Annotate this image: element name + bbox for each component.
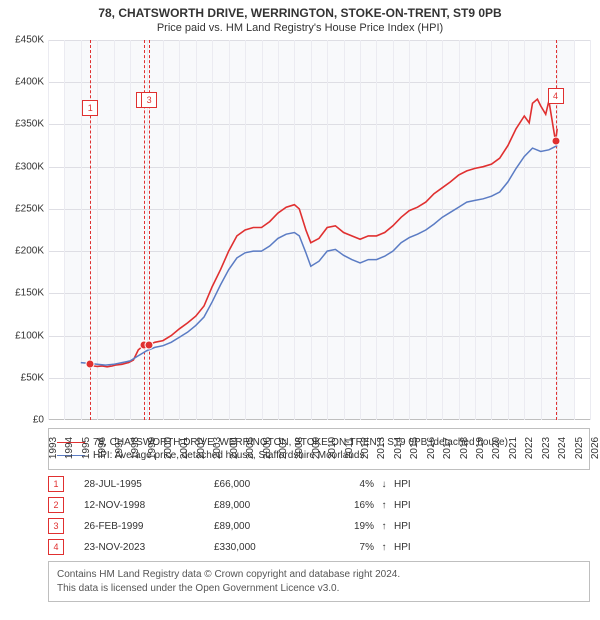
x-tick-label: 1994 (64, 437, 75, 459)
x-tick-label: 2026 (590, 437, 600, 459)
event-number-box: 1 (48, 476, 64, 492)
y-tick-label: £150K (15, 288, 44, 299)
x-tick-label: 2000 (163, 437, 174, 459)
x-tick-label: 2006 (262, 437, 273, 459)
price-marker (145, 340, 154, 349)
event-date: 28-JUL-1995 (84, 479, 214, 490)
event-direction-icon: ↑ (374, 542, 394, 553)
event-direction-icon: ↑ (374, 500, 394, 511)
x-tick-label: 2013 (376, 437, 387, 459)
x-tick-label: 2001 (179, 437, 190, 459)
event-row: 1 28-JUL-1995£66,0004%↓HPI (48, 476, 590, 492)
event-marker-label: 1 (82, 100, 98, 116)
event-price: £66,000 (214, 479, 314, 490)
event-pct: 4% (314, 479, 374, 490)
x-tick-label: 2005 (245, 437, 256, 459)
y-tick-label: £200K (15, 246, 44, 257)
event-pct: 19% (314, 521, 374, 532)
x-tick-label: 2023 (541, 437, 552, 459)
event-date: 23-NOV-2023 (84, 542, 214, 553)
plot-area: £0£50K£100K£150K£200K£250K£300K£350K£400… (48, 40, 590, 420)
event-ref: HPI (394, 500, 424, 511)
chart-title: 78, CHATSWORTH DRIVE, WERRINGTON, STOKE-… (0, 0, 600, 20)
footer-line: This data is licensed under the Open Gov… (57, 582, 581, 596)
x-tick-label: 2019 (475, 437, 486, 459)
event-row: 3 26-FEB-1999£89,00019%↑HPI (48, 518, 590, 534)
x-tick-label: 2003 (212, 437, 223, 459)
events-table: 128-JUL-1995£66,0004%↓HPI212-NOV-1998£89… (48, 476, 590, 555)
event-direction-icon: ↓ (374, 479, 394, 490)
x-tick-label: 2011 (344, 437, 355, 459)
event-date: 12-NOV-1998 (84, 500, 214, 511)
event-direction-icon: ↑ (374, 521, 394, 532)
x-tick-label: 2008 (294, 437, 305, 459)
event-date: 26-FEB-1999 (84, 521, 214, 532)
event-pct: 16% (314, 500, 374, 511)
x-tick-label: 2010 (327, 437, 338, 459)
x-tick-label: 2025 (574, 437, 585, 459)
x-tick-label: 2009 (311, 437, 322, 459)
x-tick-label: 2022 (524, 437, 535, 459)
x-tick-label: 2004 (229, 437, 240, 459)
price-marker (86, 360, 95, 369)
chart-subtitle: Price paid vs. HM Land Registry's House … (0, 20, 600, 40)
event-row: 2 12-NOV-1998£89,00016%↑HPI (48, 497, 590, 513)
y-tick-label: £300K (15, 161, 44, 172)
x-tick-label: 1997 (114, 437, 125, 459)
event-price: £330,000 (214, 542, 314, 553)
x-tick-label: 1993 (48, 437, 59, 459)
event-number-box: 4 (48, 539, 64, 555)
x-tick-label: 2015 (409, 437, 420, 459)
attribution-footer: Contains HM Land Registry data © Crown c… (48, 561, 590, 602)
price-marker (551, 137, 560, 146)
event-ref: HPI (394, 542, 424, 553)
x-tick-label: 1998 (130, 437, 141, 459)
x-tick-label: 2018 (459, 437, 470, 459)
y-tick-label: £100K (15, 330, 44, 341)
event-price: £89,000 (214, 500, 314, 511)
x-tick-label: 2024 (557, 437, 568, 459)
y-tick-label: £400K (15, 77, 44, 88)
event-ref: HPI (394, 479, 424, 490)
y-tick-label: £450K (15, 35, 44, 46)
x-tick-label: 1999 (147, 437, 158, 459)
x-tick-label: 2007 (278, 437, 289, 459)
event-marker-label: 3 (141, 92, 157, 108)
x-tick-label: 2012 (360, 437, 371, 459)
event-price: £89,000 (214, 521, 314, 532)
event-marker-label: 4 (548, 88, 564, 104)
event-number-box: 3 (48, 518, 64, 534)
x-tick-label: 2002 (196, 437, 207, 459)
y-tick-label: £50K (21, 372, 44, 383)
event-row: 4 23-NOV-2023£330,0007%↑HPI (48, 539, 590, 555)
footer-line: Contains HM Land Registry data © Crown c… (57, 568, 581, 582)
event-number-box: 2 (48, 497, 64, 513)
x-tick-label: 1996 (97, 437, 108, 459)
x-tick-label: 1995 (81, 437, 92, 459)
event-pct: 7% (314, 542, 374, 553)
x-tick-label: 2021 (508, 437, 519, 459)
x-tick-label: 2016 (426, 437, 437, 459)
y-tick-label: £350K (15, 119, 44, 130)
y-axis: £0£50K£100K£150K£200K£250K£300K£350K£400… (0, 40, 46, 420)
x-tick-label: 2014 (393, 437, 404, 459)
x-tick-label: 2017 (442, 437, 453, 459)
x-tick-label: 2020 (491, 437, 502, 459)
y-tick-label: £250K (15, 203, 44, 214)
event-ref: HPI (394, 521, 424, 532)
y-tick-label: £0 (33, 415, 44, 426)
x-axis: 1993 1994 1995 1996 1997 1998 1999 2000 2001 2002… (48, 422, 590, 456)
